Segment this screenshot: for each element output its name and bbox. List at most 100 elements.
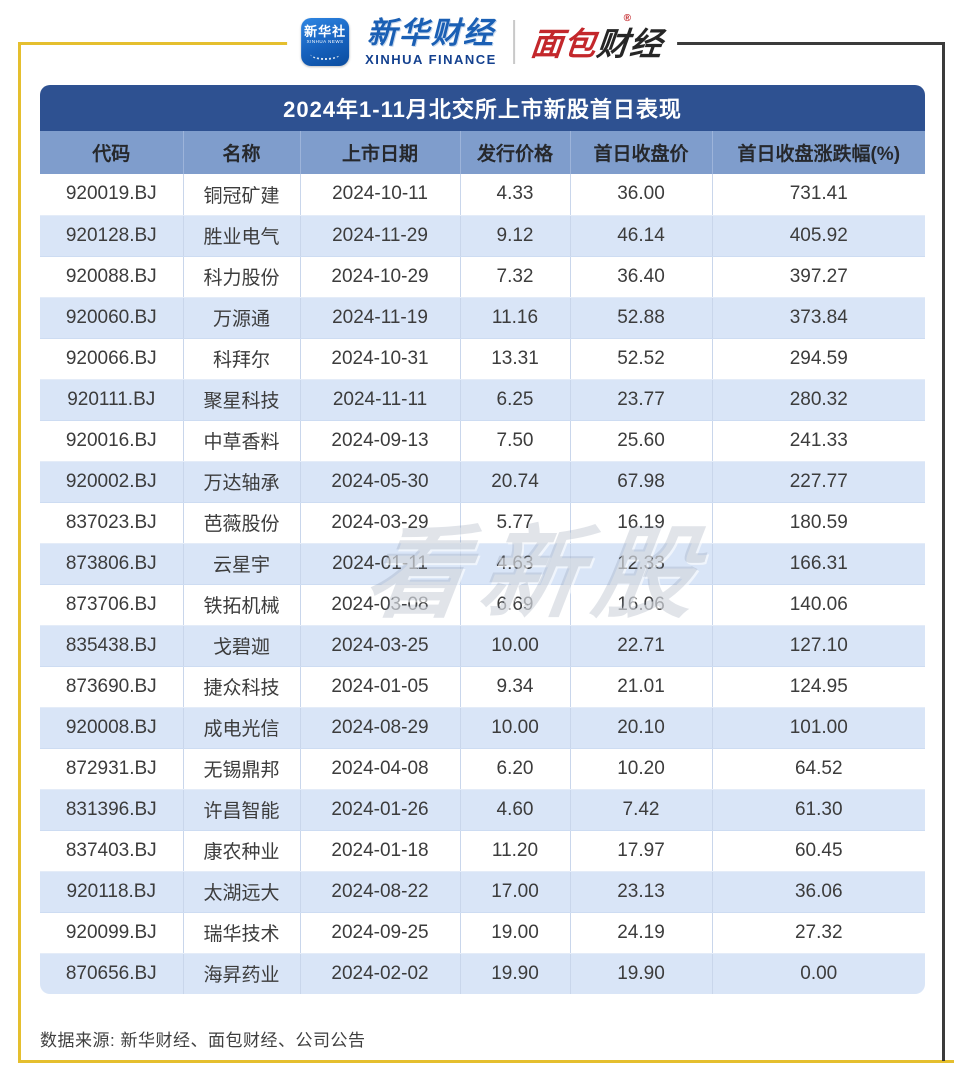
table-cell: 2024-01-11 xyxy=(300,543,461,585)
table-cell: 294.59 xyxy=(712,338,925,380)
table-cell: 46.14 xyxy=(570,215,713,257)
table-cell: 戈碧迦 xyxy=(183,625,301,667)
table-cell: 835438.BJ xyxy=(40,625,184,667)
table-row: 837403.BJ 康农种业 2024-01-18 11.20 17.97 60.45 xyxy=(40,830,925,872)
table-cell: 52.88 xyxy=(570,297,713,339)
table-cell: 25.60 xyxy=(570,420,713,462)
table-cell: 云星宇 xyxy=(183,543,301,585)
bread-finance-logo: 面包财经 ® xyxy=(528,13,665,65)
table-cell: 920019.BJ xyxy=(40,174,184,216)
table-cell: 铁拓机械 xyxy=(183,584,301,626)
frame-left-line xyxy=(18,42,21,1063)
table-cell: 11.20 xyxy=(460,830,571,872)
table-cell: 20.10 xyxy=(570,707,713,749)
table-cell: 19.90 xyxy=(460,953,571,994)
table-cell: 873806.BJ xyxy=(40,543,184,585)
table-row: 872931.BJ 无锡鼎邦 2024-04-08 6.20 10.20 64.52 xyxy=(40,748,925,790)
table-row: 870656.BJ 海昇药业 2024-02-02 19.90 19.90 0.00 xyxy=(40,953,925,994)
xinhua-news-icon-sublabel: XINHUA NEWS xyxy=(306,38,344,44)
table-cell: 6.25 xyxy=(460,379,571,421)
table-cell: 27.32 xyxy=(712,912,925,954)
bread-finance-label-black: 财经 xyxy=(594,26,665,62)
table-cell: 4.33 xyxy=(460,174,571,216)
table-cell: 405.92 xyxy=(712,215,925,257)
table-cell: 60.45 xyxy=(712,830,925,872)
table-cell: 10.00 xyxy=(460,707,571,749)
table-cell: 2024-05-30 xyxy=(300,461,461,503)
bread-finance-label-red: 面包 xyxy=(528,26,599,62)
table-row: 920088.BJ 科力股份 2024-10-29 7.32 36.40 397.27 xyxy=(40,256,925,298)
table-cell: 731.41 xyxy=(712,174,925,216)
table-cell: 920088.BJ xyxy=(40,256,184,298)
globe-arc-icon xyxy=(310,48,341,60)
column-header-code: 代码 xyxy=(40,131,184,174)
table-cell: 397.27 xyxy=(712,256,925,298)
table-cell: 2024-01-26 xyxy=(300,789,461,831)
data-source-note: 数据来源: 新华财经、面包财经、公司公告 xyxy=(40,1031,366,1050)
table-row: 831396.BJ 许昌智能 2024-01-26 4.60 7.42 61.30 xyxy=(40,789,925,831)
table-cell: 21.01 xyxy=(570,666,713,708)
table-cell: 海昇药业 xyxy=(183,953,301,994)
table-row: 920060.BJ 万源通 2024-11-19 11.16 52.88 373.84 xyxy=(40,297,925,339)
xinhua-finance-en-label: XINHUA FINANCE xyxy=(365,51,497,67)
column-header-issue-price: 发行价格 xyxy=(460,131,571,174)
table-cell: 瑞华技术 xyxy=(183,912,301,954)
table-cell: 16.06 xyxy=(570,584,713,626)
table-cell: 920002.BJ xyxy=(40,461,184,503)
table-row: 873806.BJ 云星宇 2024-01-11 4.63 12.33 166.31 xyxy=(40,543,925,585)
table-cell: 9.12 xyxy=(460,215,571,257)
table-cell: 920118.BJ xyxy=(40,871,184,913)
table-cell: 6.20 xyxy=(460,748,571,790)
column-header-name: 名称 xyxy=(183,131,301,174)
table-cell: 2024-01-18 xyxy=(300,830,461,872)
table-row: 920008.BJ 成电光信 2024-08-29 10.00 20.10 101.00 xyxy=(40,707,925,749)
table-cell: 52.52 xyxy=(570,338,713,380)
table-row: 920128.BJ 胜业电气 2024-11-29 9.12 46.14 405.92 xyxy=(40,215,925,257)
table-cell: 920111.BJ xyxy=(40,379,184,421)
column-header-first-close: 首日收盘价 xyxy=(570,131,713,174)
table-row: 920019.BJ 铜冠矿建 2024-10-11 4.33 36.00 731.41 xyxy=(40,174,925,216)
table-row: 920111.BJ 聚星科技 2024-11-11 6.25 23.77 280.32 xyxy=(40,379,925,421)
table-row: 873690.BJ 捷众科技 2024-01-05 9.34 21.01 124.95 xyxy=(40,666,925,708)
table-row: 873706.BJ 铁拓机械 2024-03-08 6.69 16.06 140.06 xyxy=(40,584,925,626)
table-cell: 2024-09-13 xyxy=(300,420,461,462)
table-cell: 2024-11-19 xyxy=(300,297,461,339)
table-cell: 24.19 xyxy=(570,912,713,954)
xinhua-news-app-icon: 新华社 XINHUA NEWS xyxy=(301,18,350,66)
table-cell: 10.00 xyxy=(460,625,571,667)
table-cell: 2024-04-08 xyxy=(300,748,461,790)
table-cell: 2024-11-11 xyxy=(300,379,461,421)
table-cell: 聚星科技 xyxy=(183,379,301,421)
table-cell: 16.19 xyxy=(570,502,713,544)
table-cell: 873690.BJ xyxy=(40,666,184,708)
xinhua-finance-logo: 新华财经 XINHUA FINANCE xyxy=(365,16,497,67)
frame-right-line xyxy=(942,42,945,1061)
table-cell: 12.33 xyxy=(570,543,713,585)
table-cell: 许昌智能 xyxy=(183,789,301,831)
table-cell: 140.06 xyxy=(712,584,925,626)
registered-trademark-mark: ® xyxy=(622,13,632,24)
table-cell: 2024-11-29 xyxy=(300,215,461,257)
ipo-performance-table: 代码 名称 上市日期 发行价格 首日收盘价 首日收盘涨跌幅(%) 920019.… xyxy=(40,131,925,994)
xinhua-finance-cn-label: 新华财经 xyxy=(366,16,495,50)
table-cell: 2024-10-11 xyxy=(300,174,461,216)
table-cell: 2024-10-29 xyxy=(300,256,461,298)
table-cell: 无锡鼎邦 xyxy=(183,748,301,790)
table-cell: 127.10 xyxy=(712,625,925,667)
table-cell: 4.63 xyxy=(460,543,571,585)
table-cell: 10.20 xyxy=(570,748,713,790)
table-row: 920002.BJ 万达轴承 2024-05-30 20.74 67.98 227.77 xyxy=(40,461,925,503)
table-cell: 23.77 xyxy=(570,379,713,421)
table-cell: 19.00 xyxy=(460,912,571,954)
table-cell: 36.00 xyxy=(570,174,713,216)
table-cell: 166.31 xyxy=(712,543,925,585)
table-cell: 科力股份 xyxy=(183,256,301,298)
table-cell: 920099.BJ xyxy=(40,912,184,954)
table-cell: 太湖远大 xyxy=(183,871,301,913)
table-cell: 36.40 xyxy=(570,256,713,298)
table-cell: 9.34 xyxy=(460,666,571,708)
table-cell: 万达轴承 xyxy=(183,461,301,503)
frame-top-left-line xyxy=(18,42,294,45)
table-cell: 成电光信 xyxy=(183,707,301,749)
